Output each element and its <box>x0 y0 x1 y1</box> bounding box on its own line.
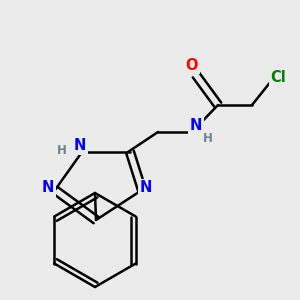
Text: O: O <box>186 58 198 73</box>
Text: Cl: Cl <box>270 70 286 86</box>
Text: H: H <box>57 143 67 157</box>
Text: N: N <box>140 181 152 196</box>
Text: H: H <box>203 131 213 145</box>
Text: N: N <box>74 139 86 154</box>
Text: N: N <box>190 118 202 134</box>
Text: N: N <box>42 181 54 196</box>
